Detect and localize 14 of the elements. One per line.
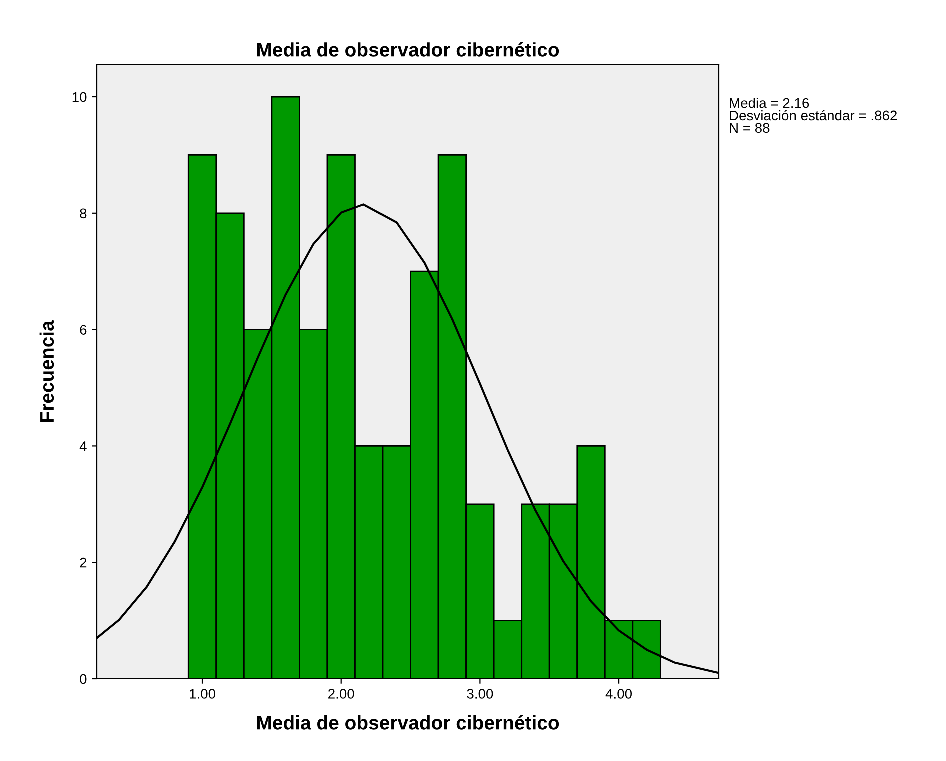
y-tick-label: 4 [80, 442, 87, 452]
y-tick-label: 6 [80, 325, 87, 335]
x-axis-title: Media de observador cibernético [257, 715, 560, 730]
x-tick-label: 3.00 [467, 689, 494, 699]
x-tick-label: 4.00 [606, 689, 632, 699]
y-tick-label: 2 [80, 558, 87, 568]
text: Media = 2.16 Desviación estándar = .862 N = 88 [730, 98, 898, 134]
x-tick-label: 1.00 [190, 689, 216, 699]
chart-title: Media de observador cibernético [257, 42, 560, 57]
y-tick-label: 0 [80, 674, 87, 684]
x-tick-label: 2.00 [328, 689, 354, 699]
y-axis-title: Frecuencia [40, 320, 54, 422]
y-tick-label: 8 [80, 208, 87, 219]
y-tick-label: 10 [72, 92, 87, 102]
